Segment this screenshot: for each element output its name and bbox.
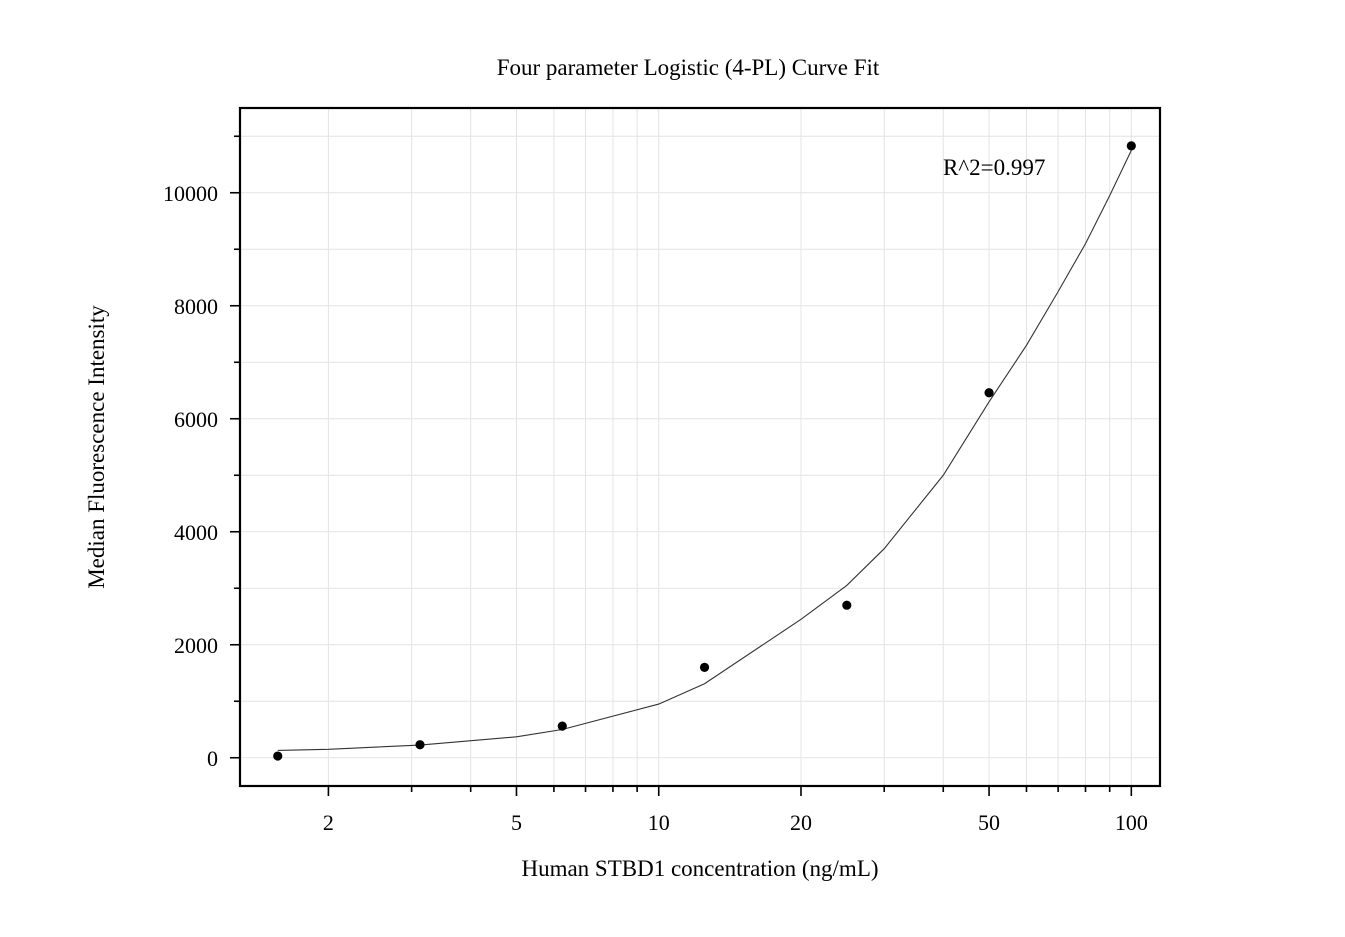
data-point: [415, 740, 425, 750]
data-point: [984, 388, 994, 398]
y-tick-label: 0: [207, 746, 218, 771]
y-tick-label: 2000: [174, 633, 218, 658]
axis-ticks: [230, 135, 1133, 796]
x-tick-labels: 2 5 10 20 50 100: [323, 810, 1148, 835]
y-tick-label: 8000: [174, 294, 218, 319]
data-point: [699, 662, 710, 672]
data-point: [1126, 141, 1136, 151]
x-tick-label: 100: [1115, 810, 1148, 835]
x-tick-label: 50: [978, 810, 1000, 835]
y-tick-label: 6000: [174, 407, 218, 432]
plot-frame: [238, 106, 1162, 788]
x-tick-label: 5: [511, 810, 522, 835]
data-point: [273, 751, 283, 761]
data-points: [273, 141, 1136, 761]
y-tick-label: 10000: [163, 181, 218, 206]
chart-title: Four parameter Logistic (4-PL) Curve Fit: [497, 55, 880, 80]
data-point: [842, 600, 852, 610]
r-squared-annotation: R^2=0.997: [943, 155, 1045, 180]
x-tick-label: 10: [648, 810, 670, 835]
x-tick-label: 2: [323, 810, 334, 835]
y-axis-label: Median Fluorescence Intensity: [84, 305, 109, 589]
data-point: [557, 721, 567, 731]
fit-curve: [277, 150, 1132, 751]
x-tick-label: 20: [790, 810, 812, 835]
y-tick-labels: 0 2000 4000 6000 8000 10000: [163, 181, 218, 771]
x-axis-label: Human STBD1 concentration (ng/mL): [521, 856, 878, 881]
y-tick-label: 4000: [174, 520, 218, 545]
grid: [240, 108, 1160, 786]
